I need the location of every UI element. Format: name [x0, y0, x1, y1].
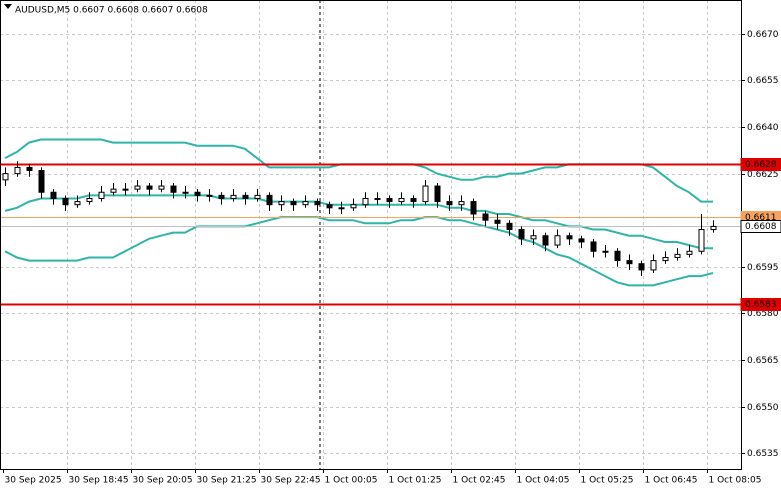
- candle-body: [290, 201, 297, 206]
- candle-body: [686, 250, 693, 255]
- x-tick-label: 1 Oct 00:05: [325, 476, 378, 486]
- price-label-box: [740, 298, 781, 311]
- candle-body: [170, 185, 177, 193]
- candle-body: [266, 194, 273, 206]
- price-label: 0.6583: [745, 300, 777, 310]
- candle-body: [422, 185, 429, 203]
- candle-body: [50, 191, 57, 199]
- y-tick-label: 0.6565: [747, 356, 779, 366]
- y-tick-label: 0.6595: [747, 263, 779, 273]
- candle-body: [98, 191, 105, 199]
- candle-body: [374, 197, 381, 200]
- candle-body: [362, 197, 369, 206]
- candle-body: [242, 194, 249, 199]
- candle-body: [554, 235, 561, 246]
- candle-body: [710, 225, 717, 231]
- x-tick-label: 1 Oct 02:45: [453, 476, 506, 486]
- candle-body: [434, 185, 441, 203]
- chart-title: AUDUSD,M5 0.6607 0.6608 0.6607 0.6608: [15, 6, 208, 16]
- candle-body: [206, 194, 213, 197]
- candle-body: [662, 256, 669, 262]
- band-line: [4, 194, 713, 250]
- y-tick-label: 0.6655: [747, 76, 779, 86]
- price-label: 0.6611: [745, 213, 777, 223]
- x-tick-label: 30 Sep 18:45: [69, 476, 129, 486]
- candle-body: [134, 185, 141, 190]
- x-tick-label: 30 Sep 2025: [5, 476, 62, 486]
- candle-body: [230, 194, 237, 199]
- candle-body: [62, 197, 69, 206]
- candle-body: [386, 197, 393, 203]
- candle-body: [494, 219, 501, 224]
- candle-body: [638, 263, 645, 271]
- candle-body: [602, 250, 609, 253]
- price-label-box: [740, 158, 781, 171]
- candle-body: [650, 260, 657, 271]
- candle-body: [626, 260, 633, 265]
- candle-body: [278, 201, 285, 206]
- candle-body: [350, 204, 357, 209]
- candle-body: [566, 235, 573, 240]
- candle-body: [26, 166, 33, 172]
- plot-frame: [0, 0, 742, 470]
- candle-body: [470, 201, 477, 215]
- x-tick-label: 1 Oct 06:45: [645, 476, 698, 486]
- price-label: 0.6628: [745, 160, 777, 170]
- candle-body: [14, 166, 21, 175]
- x-tick-label: 1 Oct 01:25: [389, 476, 442, 486]
- candle-body: [254, 194, 261, 199]
- x-tick-label: 30 Sep 22:45: [261, 476, 321, 486]
- candle-body: [146, 185, 153, 190]
- x-tick-label: 30 Sep 21:25: [197, 476, 257, 486]
- candle-body: [302, 201, 309, 206]
- candle-body: [482, 213, 489, 221]
- candle-body: [506, 222, 513, 231]
- y-tick-label: 0.6535: [747, 449, 779, 459]
- candle-body: [458, 201, 465, 206]
- candle-body: [326, 204, 333, 209]
- candle-body: [578, 238, 585, 243]
- candle-body: [542, 235, 549, 246]
- candle-body: [446, 201, 453, 206]
- candle-body: [158, 185, 165, 190]
- plot: [0, 138, 741, 306]
- candle-body: [614, 250, 621, 262]
- y-tick-label: 0.6640: [747, 123, 779, 133]
- candle-body: [86, 197, 93, 203]
- x-tick-label: 30 Sep 20:05: [133, 476, 193, 486]
- candle-body: [530, 235, 537, 240]
- y-tick-label: 0.6625: [747, 170, 779, 180]
- candle-body: [674, 253, 681, 258]
- x-tick-label: 1 Oct 04:05: [517, 476, 570, 486]
- price-label-box: [740, 220, 781, 233]
- menu-triangle[interactable]: [4, 4, 12, 9]
- candle-body: [518, 229, 525, 240]
- candle-body: [110, 188, 117, 193]
- y-tick-label: 0.6670: [747, 30, 779, 40]
- grid: [0, 0, 741, 469]
- y-tick-label: 0.6580: [747, 309, 779, 319]
- axes: 0.66700.66550.66400.66250.65950.65800.65…: [3, 30, 781, 486]
- candle-body: [38, 170, 45, 193]
- candle-body: [410, 197, 417, 203]
- candle-body: [398, 197, 405, 203]
- candle-body: [698, 229, 705, 252]
- candle-body: [314, 201, 321, 206]
- candle-body: [182, 191, 189, 194]
- candle-body: [590, 241, 597, 252]
- candle-body: [74, 201, 81, 206]
- candle-body: [194, 191, 201, 196]
- price-label: 0.6608: [745, 222, 777, 232]
- candle-body: [2, 173, 9, 181]
- candle-body: [338, 207, 345, 210]
- x-tick-label: 1 Oct 05:25: [581, 476, 634, 486]
- y-tick-label: 0.6550: [747, 403, 779, 413]
- candle-body: [218, 194, 225, 199]
- band-line: [4, 216, 714, 287]
- candle-body: [122, 188, 129, 191]
- x-tick-label: 1 Oct 08:05: [709, 476, 762, 486]
